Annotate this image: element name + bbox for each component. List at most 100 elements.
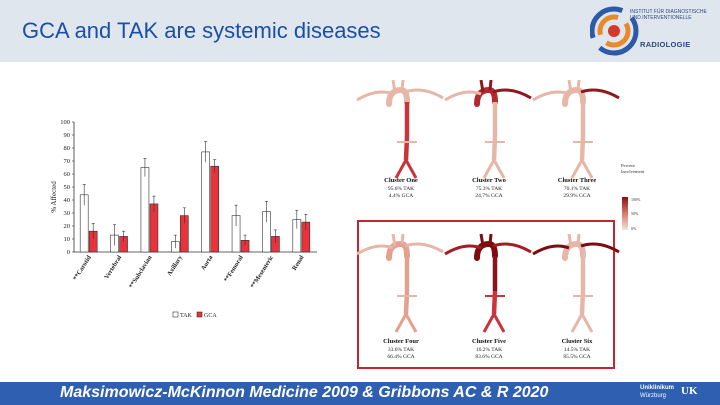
university-name: Uniklinikum bbox=[640, 385, 675, 391]
y-tick-label: 0 bbox=[67, 249, 70, 256]
right-subclavian bbox=[356, 90, 394, 102]
y-tick-label: 20 bbox=[64, 223, 71, 230]
y-tick-label: 60 bbox=[64, 171, 71, 178]
left-subclavian bbox=[492, 88, 532, 100]
bar-series bbox=[79, 141, 311, 253]
y-tick-label: 90 bbox=[64, 132, 71, 139]
aortic-arch bbox=[474, 240, 498, 261]
aortic-arch bbox=[562, 86, 586, 107]
cluster-name: Cluster One bbox=[384, 177, 418, 184]
x-tick-label: **Mesenteric bbox=[249, 254, 275, 289]
highlight-box bbox=[357, 220, 615, 369]
legend-tick-100: 100% bbox=[631, 197, 641, 202]
y-tick-label: 80 bbox=[64, 145, 71, 152]
right-carotid bbox=[391, 80, 397, 93]
y-axis-label: % Affected bbox=[50, 181, 58, 213]
cluster-tak-percent: 95.6% TAK bbox=[388, 186, 414, 192]
y-tick-label: 50 bbox=[64, 184, 71, 191]
left-iliac bbox=[492, 159, 506, 179]
y-axis: 0 10 20 30 40 50 60 70 80 90 100 bbox=[60, 119, 317, 256]
legend-label-gca: GCA bbox=[204, 313, 217, 319]
right-carotid bbox=[567, 80, 573, 93]
right-iliac bbox=[394, 159, 408, 179]
legend-title-2: Involvement bbox=[621, 169, 645, 174]
left-subclavian bbox=[580, 88, 620, 100]
legend-tick-50: 50% bbox=[631, 211, 639, 216]
legend-tick-0: 0% bbox=[631, 226, 637, 231]
left-iliac bbox=[580, 313, 594, 333]
x-tick-label: Renal bbox=[291, 254, 306, 272]
slide-title: GCA and TAK are systemic diseases bbox=[22, 18, 381, 43]
right-iliac bbox=[570, 313, 584, 333]
cluster-name: Cluster Four bbox=[383, 338, 419, 345]
left-iliac bbox=[492, 313, 506, 333]
cluster-gca-percent: 24.7% GCA bbox=[475, 193, 502, 199]
aortic-arch bbox=[386, 240, 410, 261]
cluster-tak-percent: 75.3% TAK bbox=[476, 186, 502, 192]
university-city: Würzburg bbox=[640, 393, 667, 399]
right-carotid bbox=[567, 233, 573, 247]
right-iliac bbox=[394, 313, 408, 333]
left-carotid bbox=[400, 233, 405, 245]
cluster-gca-percent: 83.6% GCA bbox=[475, 354, 502, 360]
university-mark: UK bbox=[681, 385, 698, 397]
x-tick-label: **Carotid bbox=[72, 254, 93, 282]
aortic-arch bbox=[474, 86, 498, 107]
left-iliac bbox=[404, 313, 418, 333]
left-iliac bbox=[404, 159, 418, 179]
left-subclavian bbox=[404, 242, 444, 254]
y-tick-label: 10 bbox=[64, 236, 71, 243]
bar-gca bbox=[210, 165, 219, 253]
radiology-logo bbox=[590, 6, 639, 56]
abdominal-aorta bbox=[403, 136, 410, 161]
right-iliac bbox=[482, 159, 496, 179]
university-logo bbox=[606, 383, 720, 405]
cluster-tak-percent: 70.1% TAK bbox=[564, 186, 590, 192]
left-carotid bbox=[488, 233, 493, 245]
left-carotid bbox=[576, 233, 581, 245]
left-carotid bbox=[400, 80, 405, 91]
citation-text: Maksimowicz-McKinnon Medicine 2009 & Gri… bbox=[60, 384, 549, 401]
aortic-arch bbox=[386, 86, 410, 107]
cluster-gca-percent: 85.5% GCA bbox=[563, 354, 590, 360]
cluster-tak-percent: 16.2% TAK bbox=[476, 347, 502, 353]
y-tick-label: 30 bbox=[64, 210, 71, 217]
x-tick-labels: **Carotid Vertebral **Subclavian Axillary Ao… bbox=[72, 254, 306, 290]
cluster-name: Cluster Three bbox=[558, 177, 597, 184]
cluster-name: Cluster Five bbox=[472, 338, 506, 345]
right-subclavian bbox=[444, 244, 482, 256]
logo-subtitle: RADIOLOGIE bbox=[640, 40, 691, 49]
abdominal-aorta bbox=[579, 290, 586, 315]
right-subclavian bbox=[532, 244, 570, 256]
bar-tak bbox=[201, 151, 210, 253]
left-carotid bbox=[576, 80, 581, 91]
right-carotid bbox=[391, 233, 397, 247]
left-subclavian bbox=[580, 242, 620, 254]
abdominal-aorta bbox=[491, 290, 498, 315]
bar-tak bbox=[140, 167, 150, 253]
cluster-tak-percent: 14.5% TAK bbox=[564, 347, 590, 353]
aortic-arch bbox=[562, 240, 586, 261]
legend-swatch-tak bbox=[172, 311, 179, 318]
right-carotid bbox=[479, 233, 485, 247]
cluster-name: Cluster Six bbox=[562, 338, 594, 345]
x-tick-label: Vertebral bbox=[103, 254, 123, 280]
left-subclavian bbox=[404, 88, 444, 100]
x-tick-label: **Subclavian bbox=[128, 254, 154, 290]
x-tick-label: Aorta bbox=[200, 254, 215, 272]
y-tick-label: 100 bbox=[60, 119, 70, 126]
legend-gradient bbox=[622, 197, 628, 230]
cluster-name: Cluster Two bbox=[472, 177, 506, 184]
abdominal-aorta bbox=[579, 136, 586, 161]
right-subclavian bbox=[532, 90, 570, 102]
legend-swatch-gca bbox=[196, 311, 203, 318]
legend-title-1: Percent bbox=[621, 163, 635, 168]
logo-text: INSTITUT FÜR DIAGNOSTISCHE UND INTERVENT… bbox=[630, 9, 707, 21]
